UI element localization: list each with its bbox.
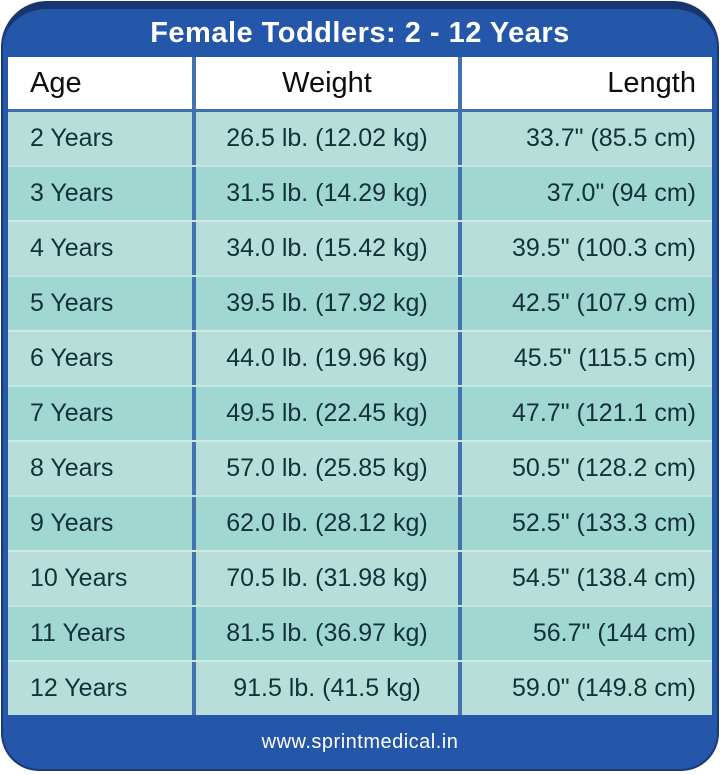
length-cell: 37.0" (94 cm) [458, 167, 712, 220]
column-header-weight: Weight [192, 57, 458, 109]
growth-table: Age Weight Length 2 Years 26.5 lb. (12.0… [8, 57, 712, 715]
age-cell: 8 Years [30, 454, 114, 482]
table-row: 3 Years 31.5 lb. (14.29 kg) 37.0" (94 cm… [8, 165, 712, 220]
length-cell: 47.7" (121.1 cm) [458, 387, 712, 440]
length-cell: 59.0" (149.8 cm) [458, 662, 712, 715]
length-cell: 52.5" (133.3 cm) [458, 497, 712, 550]
length-cell: 50.5" (128.2 cm) [458, 442, 712, 495]
table-row: 2 Years 26.5 lb. (12.02 kg) 33.7" (85.5 … [8, 112, 712, 165]
weight-cell: 49.5 lb. (22.45 kg) [192, 387, 458, 440]
length-cell: 42.5" (107.9 cm) [458, 277, 712, 330]
table-body: 2 Years 26.5 lb. (12.02 kg) 33.7" (85.5 … [8, 112, 712, 715]
length-cell: 56.7" (144 cm) [458, 607, 712, 660]
weight-cell: 34.0 lb. (15.42 kg) [192, 222, 458, 275]
length-cell: 33.7" (85.5 cm) [458, 112, 712, 165]
age-cell: 7 Years [30, 399, 114, 427]
weight-cell: 39.5 lb. (17.92 kg) [192, 277, 458, 330]
column-header-length: Length [458, 57, 712, 109]
title-bar: Female Toddlers: 2 - 12 Years [3, 9, 717, 57]
table-row: 9 Years 62.0 lb. (28.12 kg) 52.5" (133.3… [8, 495, 712, 550]
chart-title: Female Toddlers: 2 - 12 Years [150, 16, 570, 49]
table-row: 11 Years 81.5 lb. (36.97 kg) 56.7" (144 … [8, 605, 712, 660]
age-cell: 4 Years [30, 234, 114, 262]
age-cell: 3 Years [30, 179, 114, 207]
table-row: 7 Years 49.5 lb. (22.45 kg) 47.7" (121.1… [8, 385, 712, 440]
table-row: 10 Years 70.5 lb. (31.98 kg) 54.5" (138.… [8, 550, 712, 605]
table-row: 8 Years 57.0 lb. (25.85 kg) 50.5" (128.2… [8, 440, 712, 495]
weight-cell: 62.0 lb. (28.12 kg) [192, 497, 458, 550]
table-row: 4 Years 34.0 lb. (15.42 kg) 39.5" (100.3… [8, 220, 712, 275]
weight-cell: 57.0 lb. (25.85 kg) [192, 442, 458, 495]
weight-cell: 44.0 lb. (19.96 kg) [192, 332, 458, 385]
age-cell: 12 Years [30, 674, 128, 702]
age-cell: 2 Years [30, 124, 114, 152]
age-cell: 6 Years [30, 344, 114, 372]
weight-cell: 31.5 lb. (14.29 kg) [192, 167, 458, 220]
column-header-age: Age [30, 66, 82, 99]
website-url: www.sprintmedical.in [261, 730, 459, 753]
weight-cell: 26.5 lb. (12.02 kg) [192, 112, 458, 165]
length-cell: 39.5" (100.3 cm) [458, 222, 712, 275]
footer-bar: www.sprintmedical.in [3, 715, 717, 769]
weight-cell: 70.5 lb. (31.98 kg) [192, 552, 458, 605]
age-cell: 9 Years [30, 509, 114, 537]
length-cell: 45.5" (115.5 cm) [458, 332, 712, 385]
weight-cell: 81.5 lb. (36.97 kg) [192, 607, 458, 660]
weight-cell: 91.5 lb. (41.5 kg) [192, 662, 458, 715]
age-cell: 11 Years [30, 619, 126, 647]
table-row: 5 Years 39.5 lb. (17.92 kg) 42.5" (107.9… [8, 275, 712, 330]
age-cell: 5 Years [30, 289, 114, 317]
length-cell: 54.5" (138.4 cm) [458, 552, 712, 605]
table-header-row: Age Weight Length [8, 57, 712, 112]
table-row: 6 Years 44.0 lb. (19.96 kg) 45.5" (115.5… [8, 330, 712, 385]
age-cell: 10 Years [30, 564, 128, 592]
table-row: 12 Years 91.5 lb. (41.5 kg) 59.0" (149.8… [8, 660, 712, 715]
